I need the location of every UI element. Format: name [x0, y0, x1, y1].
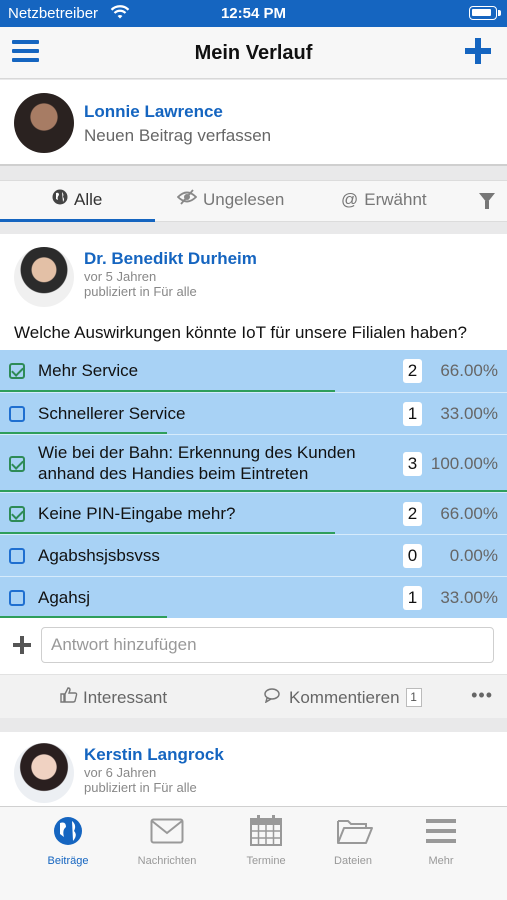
- tab-ungelesen[interactable]: Ungelesen: [176, 181, 285, 222]
- poll-option[interactable]: Schnellerer Service 1 33.00%: [0, 392, 507, 434]
- post-age: vor 6 Jahren: [84, 765, 157, 780]
- post-actions: Interessant Kommentieren 1 •••: [0, 674, 507, 718]
- checkbox[interactable]: [9, 590, 25, 606]
- tab-alle[interactable]: Alle: [52, 181, 102, 222]
- poll-option[interactable]: Mehr Service 2 66.00%: [0, 350, 507, 392]
- add-post-plus-icon[interactable]: [465, 38, 491, 64]
- tab-nachrichten-label: Nachrichten: [137, 855, 197, 867]
- post-age: vor 5 Jahren: [84, 269, 157, 284]
- vote-count: 1: [403, 586, 422, 610]
- calendar-icon: [249, 815, 283, 847]
- speech-bubbles-icon: [264, 687, 284, 708]
- author-avatar[interactable]: [14, 743, 74, 803]
- battery-icon: [469, 6, 501, 20]
- poll-option-label: Agahsj: [38, 588, 90, 607]
- vote-percentage: 66.00%: [440, 504, 498, 523]
- poll-post-card: Dr. Benedikt Durheim vor 5 Jahren publiz…: [0, 234, 507, 718]
- poll-option[interactable]: Agahsj 1 33.00%: [0, 576, 507, 618]
- tab-erwaehnt[interactable]: @ Erwähnt: [341, 181, 427, 222]
- vote-progress-bar: [0, 616, 167, 618]
- tab-nachrichten[interactable]: Nachrichten: [122, 815, 212, 867]
- composer-placeholder[interactable]: Neuen Beitrag verfassen: [84, 126, 272, 145]
- vote-progress-bar: [0, 490, 507, 492]
- poll-question: Welche Auswirkungen könnte IoT für unser…: [14, 323, 467, 342]
- vote-progress-bar: [0, 390, 335, 392]
- eye-slash-icon: [176, 181, 198, 219]
- tab-dateien[interactable]: Dateien: [308, 815, 398, 867]
- poll-option[interactable]: Agabshsjsbsvss 0 0.00%: [0, 534, 507, 576]
- tab-termine[interactable]: Termine: [221, 815, 311, 867]
- vote-count: 0: [403, 544, 422, 568]
- comment-button[interactable]: Kommentieren 1: [264, 687, 422, 708]
- envelope-icon: [150, 815, 184, 847]
- globe-icon: [51, 815, 85, 847]
- carrier-label: Netzbetreiber: [8, 5, 99, 22]
- tab-beitraege-label: Beiträge: [47, 855, 89, 867]
- poll-option-label: Agabshsjsbsvss: [38, 546, 160, 565]
- like-button[interactable]: Interessant: [60, 687, 167, 708]
- like-label: Interessant: [83, 688, 168, 707]
- post-card: Kerstin Langrock vor 6 Jahren publiziert…: [0, 732, 507, 806]
- menu-icon: [424, 815, 458, 847]
- vote-count: 2: [403, 359, 422, 383]
- more-options-icon[interactable]: •••: [471, 685, 493, 705]
- poll-option-label: Mehr Service: [38, 361, 139, 380]
- active-tab-indicator: [0, 219, 155, 222]
- tab-termine-label: Termine: [246, 855, 286, 867]
- comment-count-badge: 1: [405, 688, 422, 707]
- vote-progress-bar: [0, 432, 167, 434]
- poll-option-label: Keine PIN-Eingabe mehr?: [38, 504, 236, 523]
- tab-mehr-label: Mehr: [428, 855, 454, 867]
- page-title: Mein Verlauf: [194, 42, 313, 64]
- poll-option-label: Wie bei der Bahn: Erkennung des Kunden a…: [38, 443, 356, 483]
- poll-option[interactable]: Keine PIN-Eingabe mehr? 2 66.00%: [0, 492, 507, 534]
- folder-icon: [336, 815, 373, 847]
- post-composer[interactable]: Lonnie Lawrence Neuen Beitrag verfassen: [0, 80, 507, 166]
- plus-icon[interactable]: [13, 636, 31, 654]
- checkbox[interactable]: [9, 406, 25, 422]
- clock: 12:54 PM: [220, 5, 287, 22]
- poll-option[interactable]: Wie bei der Bahn: Erkennung des Kunden a…: [0, 434, 507, 492]
- filter-tabs: Alle Ungelesen @ Erwähnt: [0, 180, 507, 222]
- composer-user-name: Lonnie Lawrence: [84, 102, 223, 121]
- hamburger-menu-icon[interactable]: [12, 40, 39, 64]
- tab-mehr[interactable]: Mehr: [396, 815, 486, 867]
- tab-erwaehnt-label: Erwähnt: [364, 190, 427, 209]
- globe-icon: [52, 181, 68, 219]
- tab-alle-label: Alle: [74, 190, 103, 209]
- vote-progress-bar: [0, 532, 335, 534]
- poll-option-label: Schnellerer Service: [38, 404, 186, 423]
- vote-percentage: 33.00%: [440, 404, 498, 423]
- checked-checkbox[interactable]: [9, 456, 25, 472]
- bottom-tab-bar: Beiträge Nachrichten Termine Dateien Meh…: [0, 806, 507, 900]
- tab-ungelesen-label: Ungelesen: [203, 190, 285, 209]
- post-author[interactable]: Dr. Benedikt Durheim: [84, 249, 257, 268]
- checkbox[interactable]: [9, 548, 25, 564]
- user-avatar: [14, 93, 74, 153]
- checked-checkbox[interactable]: [9, 363, 25, 379]
- wifi-icon: [110, 5, 130, 19]
- post-author[interactable]: Kerstin Langrock: [84, 745, 224, 764]
- post-published-in: publiziert in Für alle: [84, 284, 197, 299]
- at-icon: @: [341, 190, 359, 209]
- add-answer-row: [0, 618, 507, 670]
- comment-label: Kommentieren: [289, 688, 400, 707]
- post-published-in: publiziert in Für alle: [84, 780, 197, 795]
- vote-percentage: 100.00%: [430, 454, 498, 473]
- thumbs-up-icon: [60, 687, 78, 708]
- tab-dateien-label: Dateien: [334, 855, 372, 867]
- vote-count: 1: [403, 402, 422, 426]
- status-bar: Netzbetreiber 12:54 PM: [0, 0, 507, 27]
- vote-percentage: 66.00%: [440, 361, 498, 380]
- vote-count: 3: [403, 452, 422, 476]
- navigation-bar: Mein Verlauf: [0, 27, 507, 79]
- vote-count: 2: [403, 502, 422, 526]
- add-answer-input[interactable]: [41, 627, 494, 663]
- filter-funnel-icon[interactable]: [479, 193, 495, 209]
- author-avatar[interactable]: [14, 247, 74, 307]
- vote-percentage: 33.00%: [440, 588, 498, 607]
- checked-checkbox[interactable]: [9, 506, 25, 522]
- tab-beitraege[interactable]: Beiträge: [23, 815, 113, 867]
- vote-percentage: 0.00%: [449, 546, 498, 565]
